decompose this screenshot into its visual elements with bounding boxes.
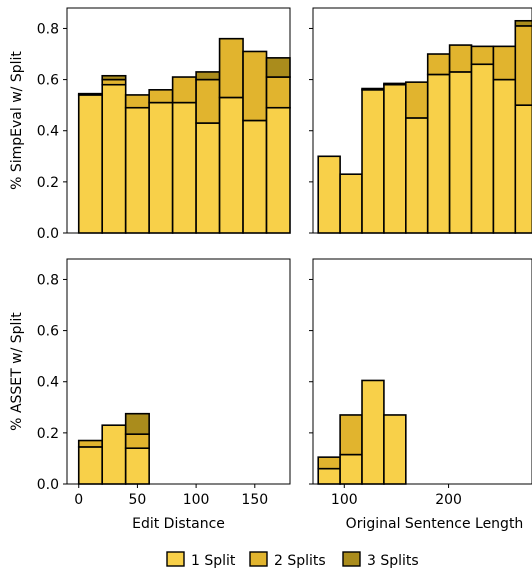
bar-3-splits bbox=[195, 71, 221, 81]
y-tick-label: 0.8 bbox=[37, 272, 59, 288]
y-tick-label: 0.4 bbox=[37, 375, 59, 391]
bar-1-split bbox=[101, 83, 127, 234]
x-tick-label: 50 bbox=[129, 492, 147, 508]
bar-2-splits bbox=[405, 81, 429, 119]
bar-2-splits bbox=[195, 78, 221, 124]
bar-2-splits bbox=[426, 53, 451, 76]
bar-2-splits bbox=[148, 89, 174, 104]
bar-3-splits bbox=[265, 57, 291, 78]
y-tick-label: 0.0 bbox=[37, 226, 59, 242]
bar-2-splits bbox=[339, 414, 363, 456]
bar-1-split bbox=[77, 94, 104, 234]
y-tick-label: 0.2 bbox=[37, 426, 59, 442]
x-tick-label: 100 bbox=[183, 492, 210, 508]
bar-2-splits bbox=[265, 76, 291, 109]
axes-frame bbox=[312, 258, 532, 485]
x-axis-label: Edit Distance bbox=[132, 516, 225, 532]
bar-1-split bbox=[339, 173, 363, 234]
bar-3-splits bbox=[124, 412, 150, 435]
bar-1-split bbox=[124, 106, 150, 234]
axes-frame bbox=[66, 7, 291, 234]
x-tick-label: 100 bbox=[331, 492, 358, 508]
bar-1-split bbox=[171, 101, 197, 234]
y-axis-label: % SimpEval w/ Split bbox=[9, 51, 25, 190]
bar-3-splits bbox=[514, 19, 532, 27]
bar-2-splits bbox=[470, 45, 495, 66]
bar-1-split bbox=[317, 467, 341, 485]
bar-2-splits bbox=[242, 50, 268, 122]
bar-2-splits bbox=[124, 94, 150, 109]
x-tick-label: 150 bbox=[241, 492, 268, 508]
y-tick-label: 0.2 bbox=[37, 175, 59, 191]
y-tick-label: 0.0 bbox=[37, 477, 59, 493]
bar-1-split bbox=[195, 122, 221, 234]
bar-3-splits bbox=[101, 74, 127, 81]
bar-1-split bbox=[448, 71, 473, 234]
legend-swatch-2 bbox=[249, 551, 268, 567]
bar-2-splits bbox=[124, 433, 150, 450]
bar-2-splits bbox=[492, 45, 517, 81]
legend-swatch-1 bbox=[166, 551, 185, 567]
legend-label: 3 Splits bbox=[367, 553, 419, 568]
bar-1-split bbox=[492, 78, 517, 234]
bar-1-split bbox=[361, 379, 385, 485]
bar-1-split bbox=[317, 155, 341, 234]
y-tick-label: 0.6 bbox=[37, 324, 59, 340]
y-axis-label: % ASSET w/ Split bbox=[9, 312, 25, 431]
legend-label: 2 Splits bbox=[274, 553, 326, 568]
bar-1-split bbox=[148, 101, 174, 234]
bar-1-split bbox=[218, 96, 244, 234]
bar-1-split bbox=[361, 89, 385, 234]
bar-1-split bbox=[101, 424, 127, 485]
bar-1-split bbox=[514, 104, 532, 234]
bar-2-splits bbox=[171, 76, 197, 104]
y-tick-label: 0.4 bbox=[37, 124, 59, 140]
bar-2-splits bbox=[77, 92, 104, 96]
bar-2-splits bbox=[218, 37, 244, 99]
bar-1-split bbox=[405, 117, 429, 234]
axes-frame bbox=[66, 258, 291, 485]
y-tick-label: 0.8 bbox=[37, 21, 59, 37]
bar-1-split bbox=[77, 446, 104, 485]
bar-1-split bbox=[470, 63, 495, 234]
bar-2-splits bbox=[317, 456, 341, 470]
bar-2-splits bbox=[77, 439, 104, 448]
bar-1-split bbox=[383, 414, 407, 485]
bar-2-splits bbox=[448, 44, 473, 73]
bar-1-split bbox=[242, 119, 268, 234]
bar-2-splits bbox=[514, 25, 532, 106]
bar-2-splits bbox=[383, 82, 407, 86]
bar-1-split bbox=[124, 447, 150, 485]
x-axis-label: Original Sentence Length bbox=[346, 516, 524, 532]
bar-1-split bbox=[383, 83, 407, 234]
axes-frame bbox=[312, 7, 532, 234]
bar-2-splits bbox=[361, 87, 385, 91]
legend-swatch-3 bbox=[342, 551, 361, 567]
y-tick-label: 0.6 bbox=[37, 73, 59, 89]
bar-1-split bbox=[265, 106, 291, 234]
x-tick-label: 200 bbox=[435, 492, 462, 508]
bar-1-split bbox=[339, 453, 363, 485]
legend-label: 1 Split bbox=[191, 553, 236, 568]
bar-1-split bbox=[426, 73, 451, 234]
x-tick-label: 0 bbox=[74, 492, 83, 508]
